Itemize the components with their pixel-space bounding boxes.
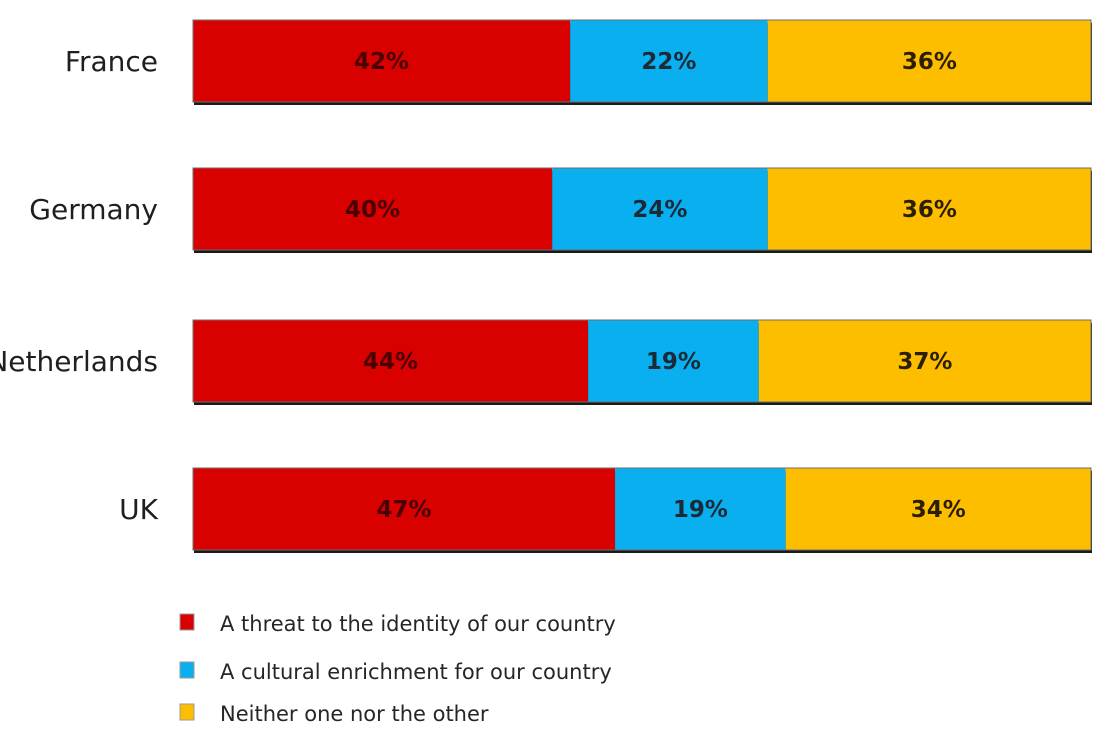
legend-swatch bbox=[179, 661, 195, 679]
data-label: 44% bbox=[363, 349, 418, 375]
bar-segment bbox=[193, 468, 616, 550]
bar-segment bbox=[193, 20, 571, 102]
legend-label: A cultural enrichment for our country bbox=[220, 660, 612, 684]
data-label: 34% bbox=[911, 497, 966, 523]
data-label: 42% bbox=[354, 49, 409, 75]
bar-segment bbox=[552, 168, 768, 250]
bar-outline bbox=[192, 167, 1092, 251]
bar-segment bbox=[588, 320, 759, 402]
bar-segment bbox=[758, 320, 1091, 402]
data-label: 19% bbox=[673, 497, 728, 523]
data-label: 36% bbox=[902, 49, 957, 75]
bar-segment bbox=[615, 468, 786, 550]
data-label: 47% bbox=[376, 497, 431, 523]
data-label: 22% bbox=[641, 49, 696, 75]
data-label: 19% bbox=[646, 349, 701, 375]
bar-segment bbox=[767, 20, 1091, 102]
category-label: France bbox=[65, 45, 158, 78]
legend: A threat to the identity of our country A… bbox=[179, 612, 616, 726]
bar-segment bbox=[193, 320, 589, 402]
data-label: 36% bbox=[902, 197, 957, 223]
bar-segment bbox=[193, 168, 553, 250]
category-label: Netherlands bbox=[0, 345, 158, 378]
category-label: Germany bbox=[29, 193, 158, 226]
bar-segment bbox=[570, 20, 768, 102]
category-label: UK bbox=[119, 493, 158, 526]
data-label: 37% bbox=[897, 349, 952, 375]
bar-outline bbox=[192, 19, 1092, 103]
bar-segment bbox=[767, 168, 1091, 250]
legend-swatch bbox=[179, 613, 195, 631]
bars-layer bbox=[192, 19, 1092, 553]
labels-layer: France 42% 22% 36% Germany 40% 24% 36% Netherlan… bbox=[0, 45, 966, 526]
bar-outline bbox=[192, 467, 1092, 551]
legend-label: Neither one nor the other bbox=[220, 702, 489, 726]
bar-segment bbox=[785, 468, 1091, 550]
bar-outline bbox=[192, 319, 1092, 403]
legend-label: A threat to the identity of our country bbox=[220, 612, 616, 636]
legend-swatch bbox=[179, 703, 195, 721]
data-label: 24% bbox=[632, 197, 687, 223]
data-label: 40% bbox=[345, 197, 400, 223]
